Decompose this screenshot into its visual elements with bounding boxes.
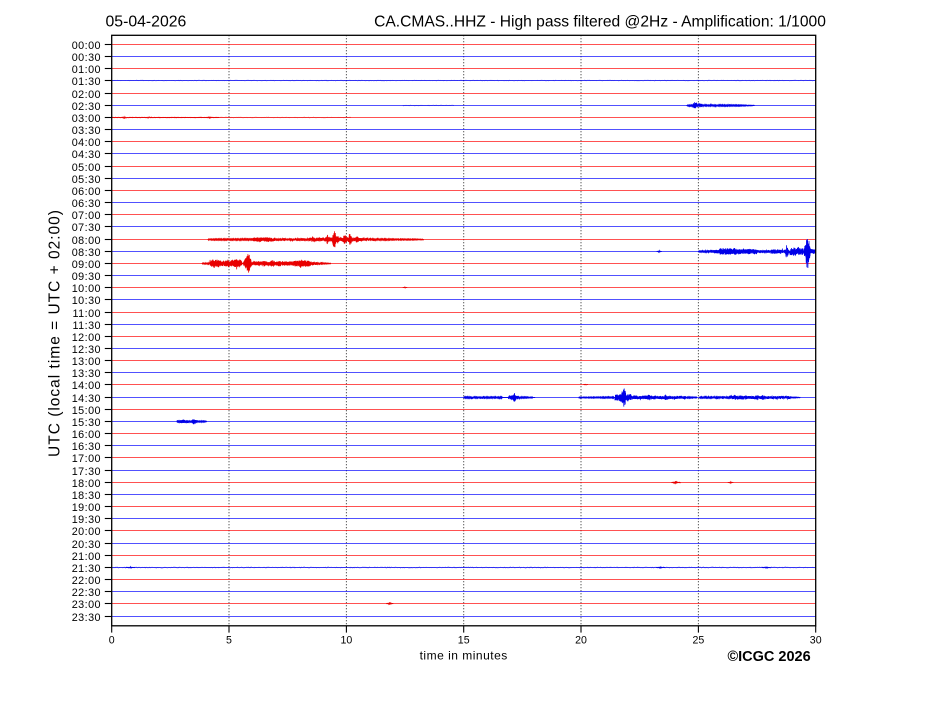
- svg-text:02:00: 02:00: [72, 89, 101, 101]
- svg-text:21:30: 21:30: [72, 563, 101, 575]
- svg-text:5: 5: [226, 635, 232, 647]
- svg-text:0: 0: [109, 635, 115, 647]
- svg-text:07:00: 07:00: [72, 210, 101, 222]
- svg-text:04:30: 04:30: [72, 149, 101, 161]
- svg-text:08:30: 08:30: [72, 247, 101, 259]
- svg-text:04:00: 04:00: [72, 137, 101, 149]
- svg-text:23:00: 23:00: [72, 599, 101, 611]
- svg-text:15:00: 15:00: [72, 405, 101, 417]
- svg-text:21:00: 21:00: [72, 551, 101, 563]
- svg-text:14:30: 14:30: [72, 393, 101, 405]
- svg-text:07:30: 07:30: [72, 222, 101, 234]
- svg-text:15: 15: [458, 635, 470, 647]
- svg-text:01:30: 01:30: [72, 76, 101, 88]
- svg-text:12:00: 12:00: [72, 332, 101, 344]
- svg-text:19:30: 19:30: [72, 514, 101, 526]
- svg-text:11:30: 11:30: [73, 320, 101, 332]
- svg-text:23:30: 23:30: [72, 612, 101, 624]
- svg-text:03:00: 03:00: [72, 113, 101, 125]
- svg-text:05:00: 05:00: [72, 162, 101, 174]
- svg-text:01:00: 01:00: [72, 64, 101, 76]
- svg-text:22:30: 22:30: [72, 587, 101, 599]
- svg-text:©ICGC 2026: ©ICGC 2026: [727, 649, 810, 665]
- svg-text:17:30: 17:30: [72, 466, 101, 478]
- svg-text:20: 20: [575, 635, 587, 647]
- svg-text:15:30: 15:30: [72, 417, 101, 429]
- svg-text:20:30: 20:30: [72, 539, 101, 551]
- svg-text:09:30: 09:30: [72, 271, 101, 283]
- svg-text:10:30: 10:30: [72, 295, 101, 307]
- svg-text:UTC (local time = UTC + 02:00): UTC (local time = UTC + 02:00): [47, 209, 64, 457]
- svg-text:00:30: 00:30: [72, 52, 101, 64]
- svg-text:06:00: 06:00: [72, 186, 101, 198]
- svg-text:22:00: 22:00: [72, 575, 101, 587]
- svg-text:10: 10: [341, 635, 353, 647]
- svg-text:30: 30: [810, 635, 822, 647]
- svg-text:time in minutes: time in minutes: [420, 649, 508, 663]
- svg-text:14:00: 14:00: [72, 380, 101, 392]
- svg-text:20:00: 20:00: [72, 526, 101, 538]
- svg-text:12:30: 12:30: [72, 344, 101, 356]
- svg-text:18:00: 18:00: [72, 478, 101, 490]
- svg-text:16:00: 16:00: [72, 429, 101, 441]
- svg-text:13:30: 13:30: [72, 368, 101, 380]
- svg-text:08:00: 08:00: [72, 235, 101, 247]
- svg-text:11:00: 11:00: [73, 308, 101, 320]
- svg-text:19:00: 19:00: [72, 502, 101, 514]
- svg-text:03:30: 03:30: [72, 125, 101, 137]
- svg-text:05-04-2026: 05-04-2026: [106, 13, 187, 30]
- svg-text:09:00: 09:00: [72, 259, 101, 271]
- svg-text:13:00: 13:00: [72, 356, 101, 368]
- svg-text:06:30: 06:30: [72, 198, 101, 210]
- svg-text:25: 25: [693, 635, 705, 647]
- svg-text:02:30: 02:30: [72, 101, 101, 113]
- svg-text:10:00: 10:00: [72, 283, 101, 295]
- svg-text:18:30: 18:30: [72, 490, 101, 502]
- svg-text:17:00: 17:00: [72, 453, 101, 465]
- svg-text:CA.CMAS..HHZ - High pass filte: CA.CMAS..HHZ - High pass filtered @2Hz -…: [374, 13, 826, 30]
- svg-text:05:30: 05:30: [72, 174, 101, 186]
- svg-text:00:00: 00:00: [72, 40, 101, 52]
- svg-text:16:30: 16:30: [72, 441, 101, 453]
